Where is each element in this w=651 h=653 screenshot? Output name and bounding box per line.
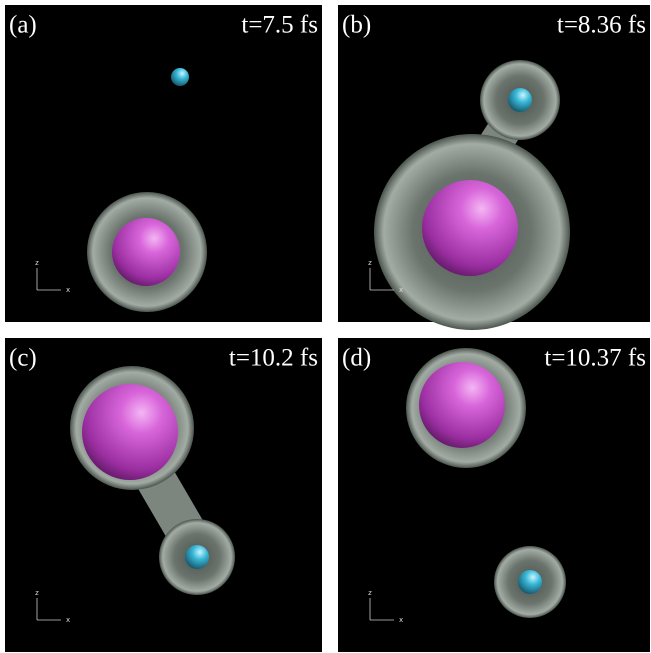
magenta-atom	[112, 218, 180, 286]
axis-x-label: x	[399, 286, 403, 294]
magenta-atom	[422, 180, 518, 276]
time-label: t=7.5 fs	[241, 12, 318, 39]
magenta-atom	[82, 384, 178, 480]
axis-z-label: z	[35, 589, 39, 597]
axis-z-label: z	[368, 589, 372, 597]
magenta-atom	[419, 362, 505, 448]
axis-z-label: z	[35, 259, 39, 267]
panel-label: (d)	[342, 345, 371, 372]
time-label: t=10.2 fs	[229, 345, 318, 372]
panel: (c) t=10.2 fs z x	[5, 338, 322, 652]
axis-x-label: x	[66, 616, 70, 624]
axis-z-label: z	[368, 259, 372, 267]
time-label: t=8.36 fs	[557, 12, 646, 39]
panel: (a) t=7.5 fs z x	[5, 5, 322, 322]
panel-label: (c)	[9, 345, 37, 372]
panel: (b) t=8.36 fs z x	[338, 5, 650, 330]
figure: (a) t=7.5 fs z x (b) t=8.36 fs z x (c) t=10.2 fs z…	[0, 0, 651, 653]
cyan-atom	[185, 545, 209, 569]
axis-x-label: x	[399, 616, 403, 624]
panel: (d) t=10.37 fs z x	[338, 338, 650, 652]
panel-label: (b)	[342, 12, 371, 39]
cyan-atom	[518, 570, 542, 594]
panel-label: (a)	[9, 12, 37, 39]
cyan-atom	[171, 68, 189, 86]
axis-x-label: x	[66, 286, 70, 294]
cyan-atom	[508, 88, 532, 112]
time-label: t=10.37 fs	[544, 345, 646, 372]
